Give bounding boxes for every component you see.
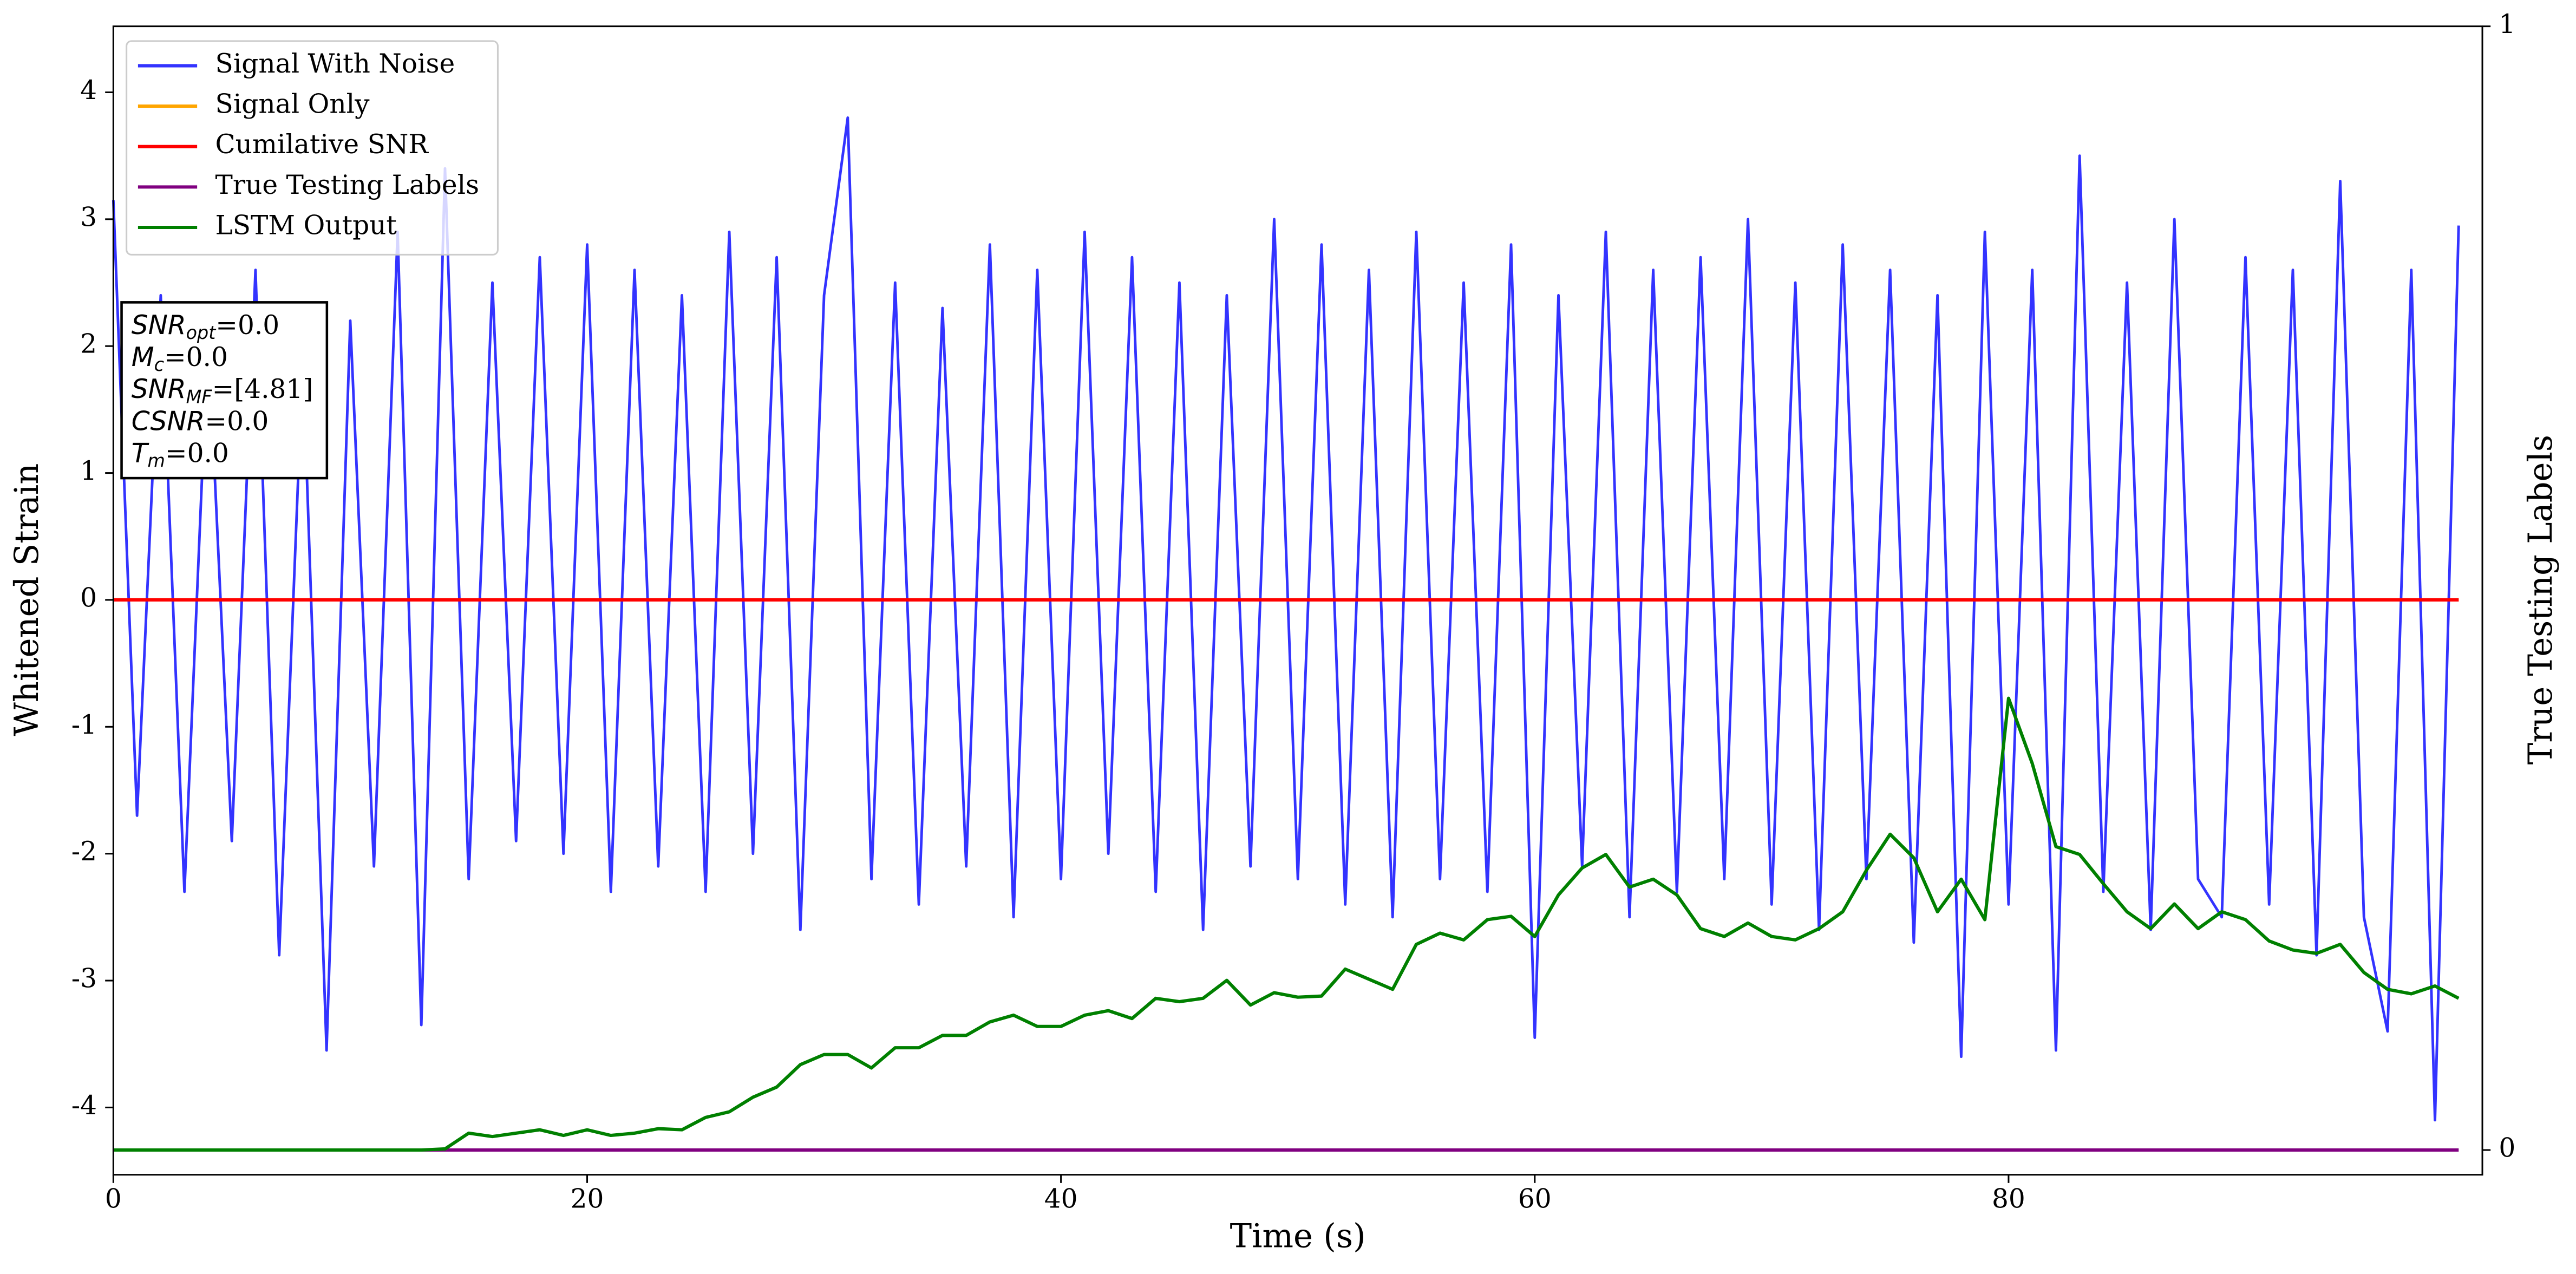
y-tick-label: 0 <box>80 583 97 613</box>
y-tick-label: -1 <box>71 710 97 740</box>
x-tick-label: 60 <box>1518 1184 1552 1214</box>
legend: Signal With Noise Signal Only Cumilative S… <box>126 40 499 256</box>
annotation-value: =[4.81] <box>212 374 313 404</box>
y-tick-label: 4 <box>80 75 97 106</box>
y-tick-label: 3 <box>80 202 97 232</box>
annotation-subscript: MF <box>186 386 213 407</box>
annotation-box: SNRopt=0.0Mc=0.0SNRMF=[4.81]CSNR=0.0Tm=0… <box>120 301 329 480</box>
annotation-text: SNRMF=[4.81] <box>132 374 313 407</box>
annotation-frame <box>120 301 329 480</box>
annotation-text: SNRopt=0.0 <box>132 310 279 343</box>
y2-tick-label: 1 <box>2499 9 2515 40</box>
x-tick-label: 0 <box>105 1184 122 1214</box>
y-tick-label: -4 <box>71 1090 97 1121</box>
legend-box <box>126 40 499 256</box>
annotation-symbol: T <box>132 439 149 469</box>
y-tick-label: 1 <box>80 456 97 486</box>
annotation-text: CSNR=0.0 <box>132 406 269 437</box>
series-line <box>112 116 2460 1122</box>
annotation-subscript: opt <box>186 322 217 343</box>
y2-axis-label: True Testing Labels <box>2522 435 2560 765</box>
y2-tick-label: 0 <box>2499 1133 2515 1164</box>
annotation-value: =0.0 <box>164 342 228 373</box>
annotation-value: =0.0 <box>215 310 279 340</box>
series-line <box>113 696 2460 1152</box>
x-tick-label: 20 <box>571 1184 604 1214</box>
annotation-symbol: CSNR <box>132 406 205 436</box>
legend-label: LSTM Output <box>215 211 397 241</box>
legend-label: True Testing Labels <box>215 170 480 200</box>
x-tick-label: 80 <box>1992 1184 2025 1214</box>
legend-label: Signal Only <box>215 89 370 120</box>
x-tick-label: 40 <box>1044 1184 1078 1214</box>
annotation-symbol: SNR <box>132 374 186 404</box>
annotation-value: =0.0 <box>205 406 269 436</box>
y-tick-label: -2 <box>71 837 97 867</box>
legend-label: Cumilative SNR <box>215 129 429 160</box>
annotation-value: =0.0 <box>165 438 229 468</box>
annotation-subscript: m <box>147 450 165 471</box>
annotation-symbol: M <box>132 342 154 373</box>
annotation-text: Mc=0.0 <box>132 342 228 375</box>
annotation-symbol: SNR <box>132 310 186 341</box>
annotation-subscript: c <box>154 354 164 375</box>
legend-label: Signal With Noise <box>215 49 455 79</box>
x-axis-label: Time (s) <box>1230 1218 1366 1256</box>
y-axis-label: Whitened Strain <box>8 463 46 736</box>
y-tick-label: 2 <box>80 329 97 360</box>
y-tick-label: -3 <box>71 964 97 994</box>
annotation-text: Tm=0.0 <box>132 438 229 471</box>
plot-area <box>112 116 2460 1152</box>
